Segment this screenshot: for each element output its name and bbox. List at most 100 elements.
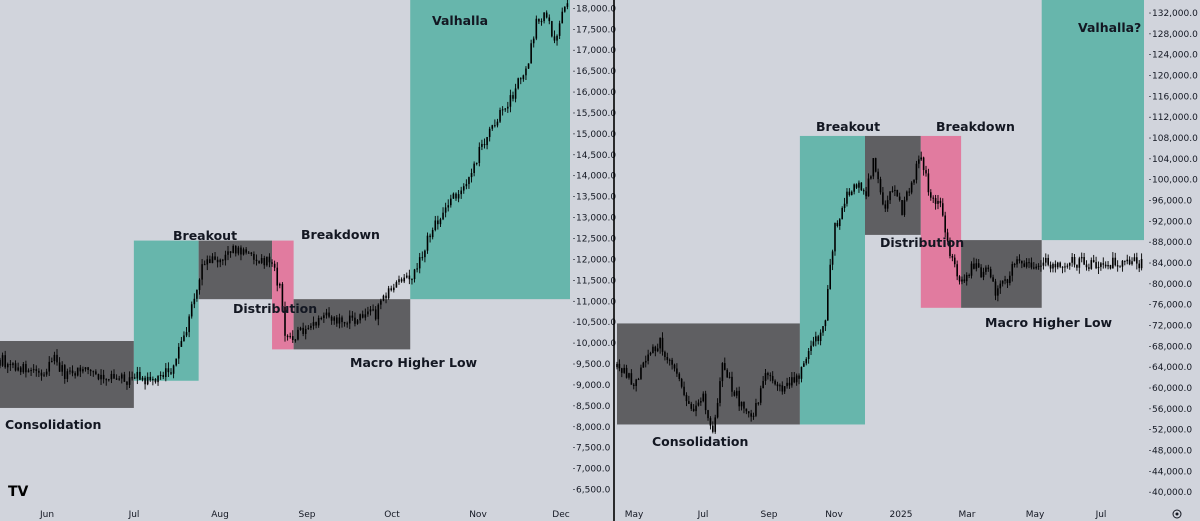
candle-body [185,332,188,336]
candle-body [328,312,330,317]
candle-body [870,176,872,179]
candle-body [1097,266,1100,269]
candle-body [989,269,992,278]
candle-body [351,315,354,318]
candle-body [759,388,762,403]
candle-body [79,367,82,372]
candle-body [1021,260,1023,264]
candle-body [229,251,232,253]
candle-body [807,350,810,360]
candle-body [170,372,172,374]
candle-body [1056,262,1059,268]
y-tick-label: 15,000.0 [576,130,616,140]
right-chart[interactable]: Consolidation Breakout Distribution Breakdo… [616,0,1198,520]
candle-body [903,200,906,215]
y-tick-label: 76,000.0 [1152,301,1192,311]
candle-body [685,394,688,402]
candle-body [556,35,558,41]
zone-label: Consolidation [5,417,101,432]
y-tick-label: 7,500.0 [576,444,611,454]
candle-body [709,418,712,426]
candle-body [413,269,416,280]
x-tick-label: Sep [761,510,778,520]
candle-body [1119,266,1121,268]
candle-body [478,146,481,163]
candle-body [951,256,954,258]
candle-body [299,327,302,330]
y-tick-label: 8,000.0 [576,423,611,433]
candle-body [889,191,891,201]
candle-body [817,336,820,342]
candle-body [956,264,958,277]
candle-body [913,179,915,183]
candle-body [424,250,426,258]
candle-body [798,375,800,379]
candle-body [898,196,901,201]
y-tick-label: 11,000.0 [576,297,616,307]
candle-body [385,295,387,299]
candle-body [535,18,538,39]
candle-body [214,256,216,260]
candle-body [35,369,38,371]
candle-body [1,355,4,366]
candle-body [242,249,245,255]
candle-body [836,222,839,226]
candle-body [416,268,418,270]
x-tick-label: 2025 [890,510,913,520]
x-tick-label: Nov [469,510,487,520]
y-tick-label: 17,500.0 [576,25,616,35]
candle-body [671,359,673,365]
candle-body [779,385,781,387]
candle-body [499,109,501,122]
candle-body [999,283,1002,289]
candle-body [377,304,380,320]
candle-body [1121,260,1124,267]
candle-body [1109,264,1112,269]
candle-body [800,366,803,379]
zone-breakout [133,240,199,381]
candle-body [30,370,32,372]
candle-body [1107,264,1109,267]
candle-body [216,259,219,263]
candle-body [131,377,133,379]
candle-body [323,315,325,319]
candle-body [735,390,738,396]
candle-body [504,108,507,110]
candle-body [74,373,76,376]
left-chart[interactable]: Consolidation Breakout Distribution Breakdo… [0,0,616,520]
candle-body [805,359,808,364]
candle-body [304,328,307,334]
tradingview-logo-icon: TV [8,484,29,500]
candle-body [656,348,659,352]
candle-body [167,368,170,373]
candle-body [1037,265,1040,267]
candle-body [234,245,237,254]
y-tick-label: 56,000.0 [1152,405,1192,415]
candle-body [997,288,999,296]
x-tick-label: Aug [211,510,229,520]
gear-icon[interactable] [1172,509,1182,519]
candle-body [994,281,997,296]
y-tick-label: 9,500.0 [576,360,611,370]
candle-body [824,320,827,327]
candle-body [769,375,772,377]
zone-breakdown [920,135,962,308]
candle-body [1033,267,1035,269]
candle-body [867,178,870,197]
candle-body [946,232,949,241]
candle-body [452,193,455,199]
x-tick-label: Sep [299,510,316,520]
candle-body [1090,260,1093,269]
candle-body [894,189,896,191]
candle-body [561,11,564,24]
candle-body [180,341,183,347]
candle-body [66,371,69,379]
candle-body [1064,266,1066,268]
candle-body [128,377,131,385]
candle-body [668,359,671,361]
y-tick-label: 7,000.0 [576,465,611,475]
candle-body [652,346,654,353]
candle-body [92,371,95,373]
candle-body [9,364,12,366]
candle-body [19,367,22,373]
